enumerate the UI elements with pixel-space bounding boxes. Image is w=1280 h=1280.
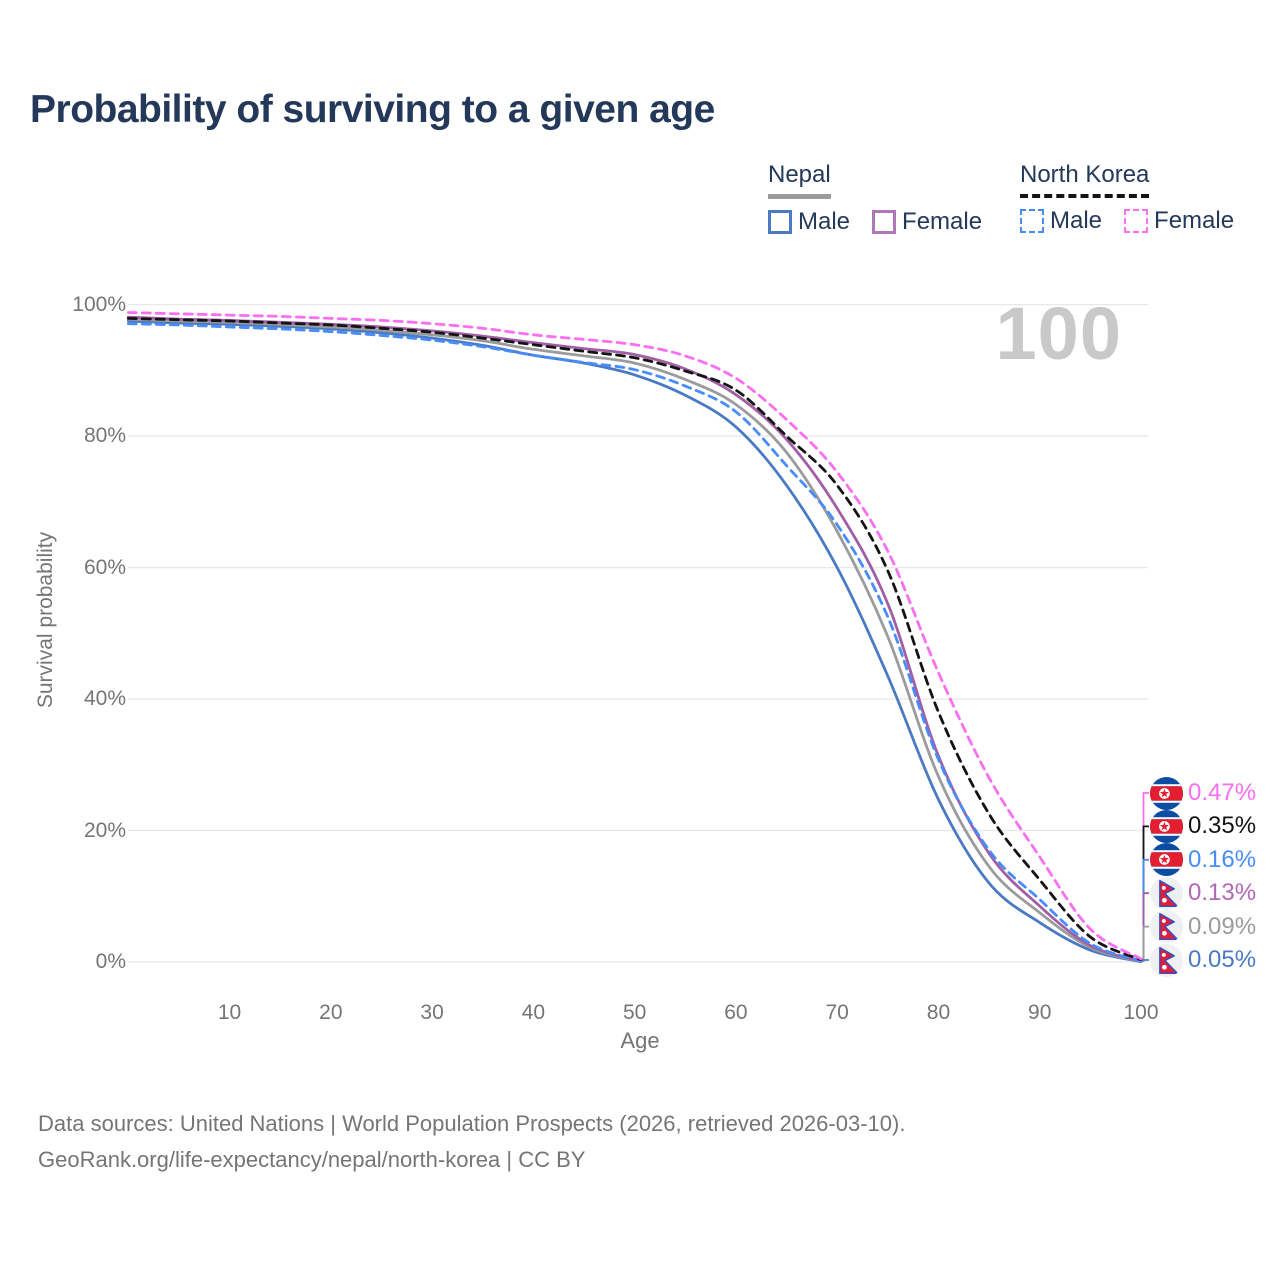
- end-label-value: 0.35%: [1188, 812, 1257, 840]
- x-axis-title: Age: [620, 1028, 660, 1053]
- curve-north-korea-total: [126, 317, 1143, 962]
- curve-north-korea-male: [126, 322, 1143, 963]
- legend-item-label: Female: [902, 208, 983, 235]
- curve-nepal-male: [126, 319, 1143, 964]
- end-label-nepal-male[interactable]: 0.05%: [1150, 943, 1257, 977]
- legend-group-north-korea: North Korea Male Female: [1020, 161, 1234, 235]
- north-korea-female-swatch-icon: [1124, 209, 1149, 233]
- end-label-nepal-female[interactable]: 0.13%: [1150, 876, 1257, 910]
- x-tick-label: 100: [1123, 1001, 1159, 1024]
- x-tick-label: 80: [926, 1001, 951, 1024]
- legend-item-nepal-male[interactable]: Male: [768, 208, 850, 236]
- legend-item-nepal-female[interactable]: Female: [872, 208, 982, 236]
- legend-item-north-korea-female[interactable]: Female: [1124, 207, 1234, 235]
- y-tick-label: 80%: [83, 424, 126, 448]
- legend-item-north-korea-male[interactable]: Male: [1020, 207, 1102, 235]
- end-label-nepal-total[interactable]: 0.09%: [1150, 910, 1257, 944]
- x-tick-label: 30: [420, 1001, 444, 1024]
- nepal-female-swatch-icon: [872, 210, 897, 234]
- y-tick-label: 60%: [83, 555, 126, 579]
- end-label-leader-nepal-male: [1142, 959, 1149, 962]
- nepal-flag-icon: [1150, 876, 1183, 910]
- legend-item-label: Female: [1154, 207, 1235, 234]
- data-sources-line: Data sources: United Nations | World Pop…: [38, 1111, 906, 1136]
- x-tick-label: 10: [217, 1001, 242, 1024]
- x-tick-label: 20: [319, 1001, 343, 1024]
- end-label-value: 0.05%: [1188, 946, 1257, 973]
- legend-items-nepal: Male Female: [768, 208, 982, 236]
- nepal-flag-icon: [1150, 910, 1183, 944]
- legend-group-nepal-title: Nepal: [768, 161, 831, 199]
- legend-item-label: Male: [1050, 207, 1103, 234]
- x-tick-label: 50: [622, 1001, 647, 1024]
- y-tick-label: 20%: [83, 818, 126, 842]
- north-korea-male-swatch-icon: [1020, 209, 1044, 233]
- end-label-north-korea-total[interactable]: 0.35%: [1150, 809, 1257, 843]
- curve-north-korea-female: [126, 311, 1143, 961]
- page-title: Probability of surviving to a given age: [30, 88, 715, 131]
- end-label-value: 0.13%: [1188, 879, 1257, 907]
- nepal-male-swatch-icon: [768, 210, 792, 234]
- end-label-north-korea-female[interactable]: 0.47%: [1150, 776, 1257, 810]
- end-label-value: 0.09%: [1188, 912, 1257, 940]
- legend-items-north-korea: Male Female: [1020, 207, 1234, 235]
- y-tick-label: 40%: [83, 687, 126, 711]
- nepal-flag-icon: [1150, 943, 1183, 977]
- attribution-line: GeoRank.org/life-expectancy/nepal/north-…: [38, 1147, 586, 1172]
- x-tick-label: 40: [521, 1001, 546, 1024]
- x-tick-label: 60: [724, 1001, 748, 1024]
- north-korea-flag-icon: [1150, 809, 1183, 843]
- y-tick-label: 0%: [95, 950, 126, 973]
- legend-group-nepal: Nepal Male Female: [768, 161, 982, 236]
- end-label-leader-nepal-total: [1142, 925, 1149, 962]
- legend-item-label: Male: [798, 208, 851, 235]
- y-tick-label: 100%: [72, 292, 126, 316]
- x-tick-label: 90: [1028, 1001, 1052, 1024]
- end-label-value: 0.16%: [1188, 845, 1257, 873]
- end-label-north-korea-male[interactable]: 0.16%: [1150, 843, 1257, 877]
- curve-nepal-total: [126, 317, 1143, 963]
- footer: Data sources: United Nations | World Pop…: [38, 1106, 905, 1178]
- x-tick-label: 70: [825, 1001, 849, 1024]
- end-label-value: 0.47%: [1188, 779, 1257, 806]
- age-counter-watermark: 100: [995, 292, 1122, 375]
- north-korea-flag-icon: [1150, 843, 1183, 877]
- north-korea-flag-icon: [1150, 776, 1183, 810]
- legend-group-north-korea-title: North Korea: [1020, 161, 1150, 198]
